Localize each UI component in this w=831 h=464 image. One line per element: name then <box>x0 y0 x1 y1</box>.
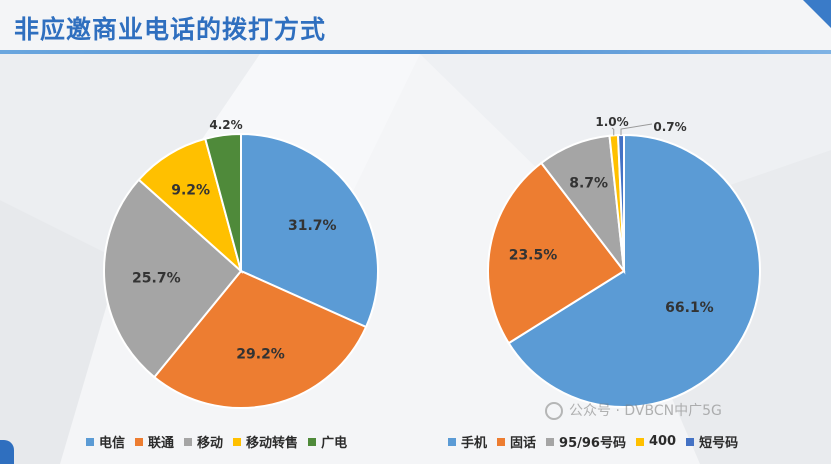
legend-label-unicom: 联通 <box>148 436 175 451</box>
pie-slice-telecom <box>240 132 379 329</box>
legend-swatch-landline <box>497 437 506 446</box>
legend-label-short-code: 短号码 <box>699 436 739 451</box>
watermark: 公众号 · DVBCN中广5G <box>545 400 722 420</box>
pie-label-short-code: 0.7% <box>653 120 686 134</box>
legend-swatch-mobile-phone <box>448 437 456 446</box>
legend-dial-methods: 手机 固话 95/96号码 400 短号码 <box>448 432 738 451</box>
legend-swatch-unicom <box>135 437 144 446</box>
pie-slice-short-code <box>616 133 625 272</box>
pie-slice-broadcast <box>204 132 242 272</box>
pie-slice-mobile-phone <box>507 133 761 408</box>
legend-item-short-95-96: 95/96号码 <box>546 432 626 451</box>
legend-label-landline: 固话 <box>510 436 537 451</box>
pie-label-unicom: 29.2% <box>236 347 285 363</box>
legend-item-hotline-400: 400 <box>635 434 677 449</box>
title-underline <box>0 50 831 54</box>
slide-title: 非应邀商业电话的拨打方式 <box>14 15 327 44</box>
pie-slice-mvno <box>137 137 243 274</box>
leader-line-short-code <box>620 123 653 136</box>
corner-logo <box>0 440 14 464</box>
legend-swatch-broadcast <box>308 437 317 446</box>
legend-label-telecom: 电信 <box>99 436 126 451</box>
pie-label-telecom: 31.7% <box>288 218 337 234</box>
pie-label-hotline-400: 1.0% <box>595 115 628 129</box>
legend-swatch-mvno <box>233 437 242 446</box>
wechat-icon <box>545 402 563 420</box>
leader-line-hotline-400 <box>611 127 615 136</box>
legend-carriers: 电信 联通 移动 移动转售 广电 <box>86 432 347 451</box>
legend-label-mobile-phone: 手机 <box>461 436 488 451</box>
legend-item-telecom: 电信 <box>86 432 125 451</box>
pie-slice-mobile <box>103 178 243 379</box>
legend-swatch-telecom <box>86 437 94 446</box>
pie-slice-landline <box>487 161 626 345</box>
pie-label-short-95-96: 8.7% <box>569 176 608 192</box>
watermark-text: 公众号 · DVBCN中广5G <box>569 403 722 419</box>
pie-label-broadcast: 4.2% <box>209 118 242 132</box>
legend-item-broadcast: 广电 <box>308 432 347 451</box>
legend-item-mvno: 移动转售 <box>233 432 298 451</box>
legend-item-mobile: 移动 <box>184 432 223 451</box>
legend-label-hotline-400: 400 <box>648 434 677 449</box>
pie-label-mobile: 25.7% <box>132 271 181 287</box>
pie-label-mobile-phone: 66.1% <box>665 300 714 316</box>
pie-slice-unicom <box>152 269 368 409</box>
legend-swatch-mobile <box>184 437 193 446</box>
legend-swatch-hotline-400 <box>635 437 644 446</box>
legend-item-short-code: 短号码 <box>686 432 738 451</box>
legend-item-unicom: 联通 <box>135 432 174 451</box>
pie-label-mvno: 9.2% <box>171 182 210 198</box>
legend-item-mobile-phone: 手机 <box>448 432 487 451</box>
pie-label-landline: 23.5% <box>509 248 558 264</box>
legend-label-mobile: 移动 <box>197 436 224 451</box>
corner-accent <box>803 0 831 28</box>
legend-item-landline: 固话 <box>497 432 536 451</box>
legend-swatch-short-code <box>686 437 695 446</box>
legend-swatch-short-95-96 <box>546 437 555 446</box>
legend-label-short-95-96: 95/96号码 <box>559 436 626 451</box>
legend-label-broadcast: 广电 <box>321 436 348 451</box>
legend-label-mvno: 移动转售 <box>246 436 299 451</box>
